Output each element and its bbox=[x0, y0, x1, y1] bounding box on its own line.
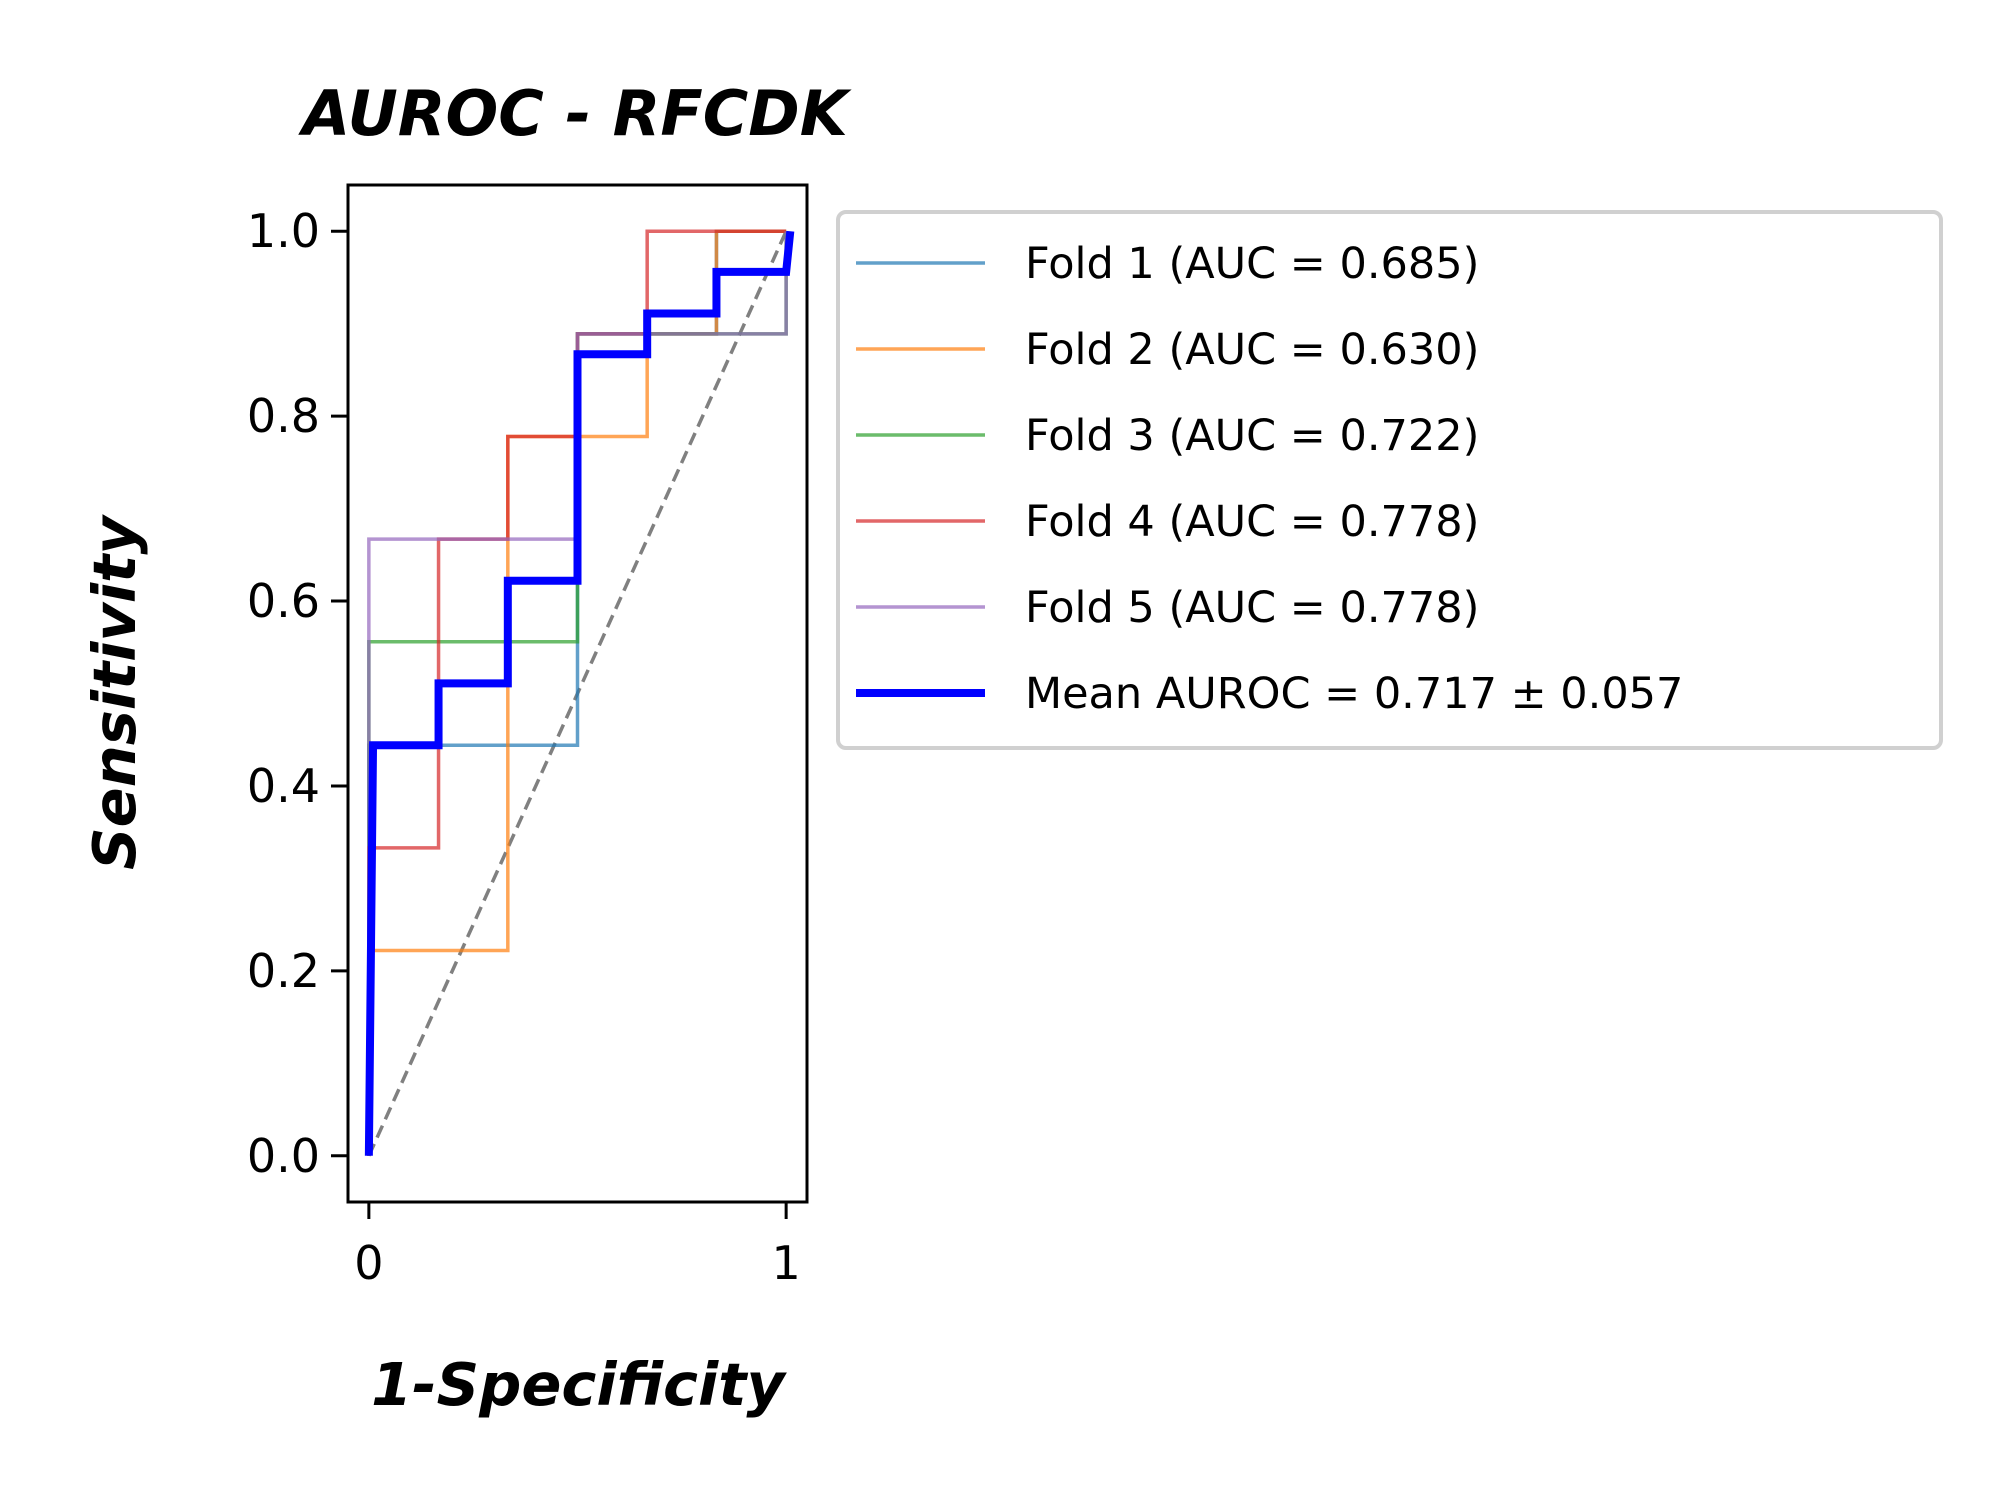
legend-entries: Fold 1 (AUC = 0.685) Fold 2 (AUC = 0.630)… bbox=[856, 239, 1683, 719]
legend-label: Mean AUROC = 0.717 ± 0.057 bbox=[1025, 669, 1683, 719]
plot-area bbox=[364, 229, 795, 1157]
legend-label: Fold 1 (AUC = 0.685) bbox=[1025, 239, 1479, 289]
y-tick-label: 0.8 bbox=[247, 389, 320, 443]
y-axis-ticks: 0.0 0.2 0.4 0.6 0.8 1.0 bbox=[247, 204, 348, 1183]
x-tick-label: 0 bbox=[354, 1236, 383, 1290]
mean-roc-curve bbox=[364, 230, 795, 1156]
legend: Fold 1 (AUC = 0.685) Fold 2 (AUC = 0.630)… bbox=[836, 210, 1943, 750]
x-tick-label: 1 bbox=[771, 1236, 800, 1290]
legend-label: Fold 4 (AUC = 0.778) bbox=[1025, 497, 1479, 547]
y-axis-label: Sensitivity bbox=[80, 514, 149, 870]
y-tick-label: 0.0 bbox=[247, 1129, 320, 1183]
y-tick-label: 0.2 bbox=[247, 944, 320, 998]
y-tick-label: 0.4 bbox=[247, 759, 320, 813]
x-axis-label: 1-Specificity bbox=[371, 1350, 787, 1419]
legend-label: Fold 2 (AUC = 0.630) bbox=[1025, 325, 1479, 375]
y-tick-label: 0.6 bbox=[247, 574, 320, 628]
chart-title: AUROC - RFCDK bbox=[297, 77, 851, 150]
y-tick-label: 1.0 bbox=[247, 204, 320, 258]
plot-frame bbox=[346, 183, 809, 1204]
legend-label: Fold 5 (AUC = 0.778) bbox=[1025, 583, 1479, 633]
legend-label: Fold 3 (AUC = 0.722) bbox=[1025, 411, 1479, 461]
legend-frame bbox=[836, 210, 1943, 750]
fold-4-roc-curve bbox=[367, 229, 787, 1156]
